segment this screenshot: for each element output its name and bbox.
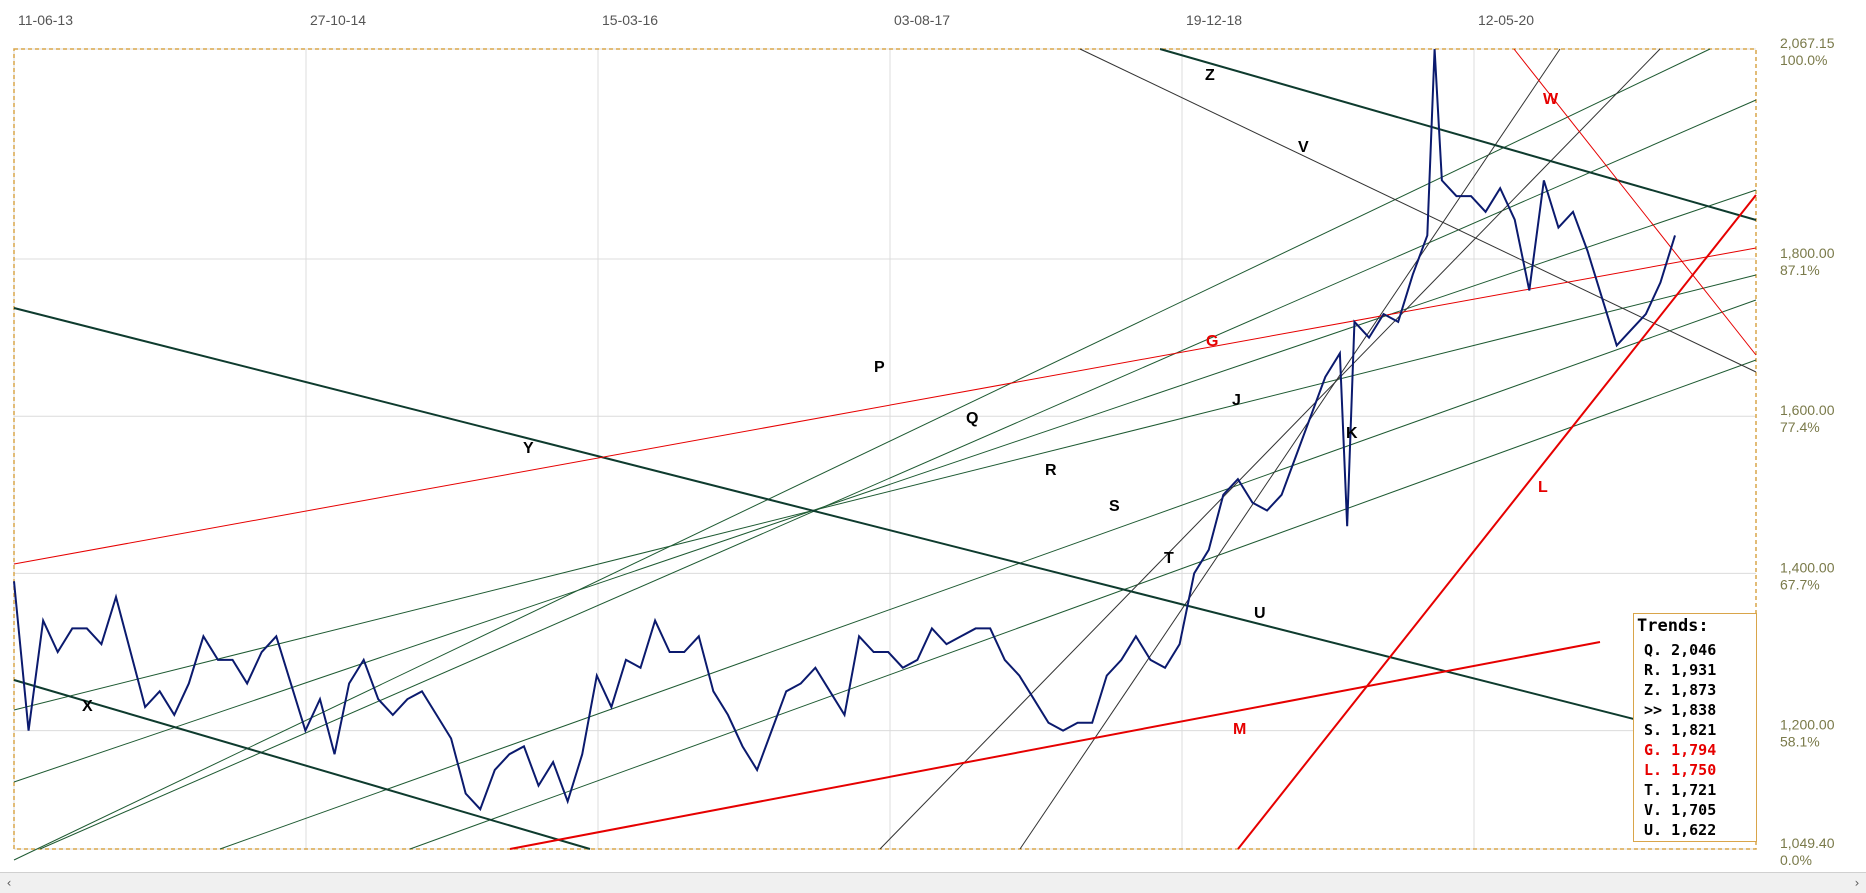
trend-line-z bbox=[1159, 48, 1757, 221]
trends-list: Q. 2,046 R. 1,931 Z. 1,873 >> 1,838 S. 1,821… bbox=[1634, 640, 1756, 840]
trend-line-w bbox=[1513, 48, 1757, 356]
y-price-label: 1,600.00 bbox=[1780, 402, 1835, 418]
trend-row: >> 1,838 bbox=[1644, 701, 1717, 719]
trend-label-y: Y bbox=[523, 440, 534, 457]
trend-row: Q. 2,046 bbox=[1644, 641, 1717, 659]
y-percent-label: 58.1% bbox=[1780, 734, 1820, 750]
y-percent-label: 87.1% bbox=[1780, 262, 1820, 278]
trend-row: R. 1,931 bbox=[1644, 661, 1717, 679]
chart-canvas: 11-06-13 27-10-14 15-03-16 03-08-17 19-12-18… bbox=[13, 12, 1835, 868]
trend-line-g bbox=[13, 247, 1757, 565]
grid bbox=[13, 48, 1756, 850]
trend-line-t bbox=[219, 299, 1757, 850]
trend-line-k bbox=[1019, 48, 1561, 850]
trend-label-u: U bbox=[1254, 605, 1266, 622]
x-tick-label: 19-12-18 bbox=[1186, 12, 1242, 28]
horizontal-scrollbar[interactable]: ‹ › bbox=[0, 872, 1866, 893]
y-percent-label: 0.0% bbox=[1780, 852, 1812, 868]
trend-label-x: X bbox=[82, 698, 93, 715]
price-line bbox=[13, 49, 1676, 812]
trend-line-s bbox=[13, 274, 1757, 711]
scroll-left-icon[interactable]: ‹ bbox=[6, 876, 12, 890]
trend-lines bbox=[13, 48, 1757, 861]
trend-row: S. 1,821 bbox=[1644, 721, 1717, 739]
y-price-label: 1,400.00 bbox=[1780, 559, 1835, 575]
trend-row: V. 1,705 bbox=[1644, 801, 1717, 819]
trend-label-r: R bbox=[1045, 462, 1057, 479]
trend-row: L. 1,750 bbox=[1644, 761, 1717, 779]
y-price-label: 1,049.40 bbox=[1780, 835, 1835, 851]
trend-label-p: P bbox=[874, 359, 885, 376]
trends-panel: Trends: Q. 2,046 R. 1,931 Z. 1,873 >> 1,838… bbox=[1633, 613, 1757, 842]
y-price-label: 1,800.00 bbox=[1780, 245, 1835, 261]
y-price-label: 2,067.15 bbox=[1780, 35, 1835, 51]
trend-line-j bbox=[879, 48, 1661, 850]
trend-line-p bbox=[13, 48, 1711, 861]
trend-row: G. 1,794 bbox=[1644, 741, 1717, 759]
trend-label-w: W bbox=[1543, 91, 1559, 108]
trend-row: Z. 1,873 bbox=[1644, 681, 1717, 699]
trend-row: U. 1,622 bbox=[1644, 821, 1717, 839]
x-tick-label: 15-03-16 bbox=[602, 12, 658, 28]
trend-label-s: S bbox=[1109, 498, 1120, 515]
price-series bbox=[13, 49, 1676, 812]
trends-title: Trends: bbox=[1637, 616, 1709, 636]
x-tick-label: 12-05-20 bbox=[1478, 12, 1534, 28]
y-percent-label: 77.4% bbox=[1780, 419, 1820, 435]
trend-label-m: M bbox=[1233, 721, 1246, 738]
trend-line-m bbox=[509, 641, 1601, 850]
trend-label-l: L bbox=[1538, 479, 1548, 496]
trend-row: T. 1,721 bbox=[1644, 781, 1717, 799]
trend-label-t: T bbox=[1164, 550, 1174, 567]
trend-line-r bbox=[13, 189, 1757, 783]
trend-line-l bbox=[1237, 194, 1757, 850]
scroll-right-icon[interactable]: › bbox=[1854, 876, 1860, 890]
trend-label-q: Q bbox=[966, 410, 978, 427]
trend-label-k: K bbox=[1346, 425, 1358, 442]
trend-line-labels: P Q R S T U J K V Z Y X G M L W bbox=[82, 67, 1559, 738]
trend-label-z: Z bbox=[1205, 67, 1215, 84]
y-percent-label: 100.0% bbox=[1780, 52, 1827, 68]
x-axis-labels: 11-06-13 27-10-14 15-03-16 03-08-17 19-12-18… bbox=[18, 12, 1534, 28]
x-tick-label: 27-10-14 bbox=[310, 12, 366, 28]
trend-label-j: J bbox=[1232, 392, 1241, 409]
y-price-label: 1,200.00 bbox=[1780, 717, 1835, 733]
x-tick-label: 11-06-13 bbox=[18, 12, 73, 28]
trend-label-g: G bbox=[1206, 333, 1218, 350]
y-percent-label: 67.7% bbox=[1780, 576, 1820, 592]
trend-line-u bbox=[409, 359, 1757, 850]
trend-line-q bbox=[39, 99, 1757, 850]
plot-frame bbox=[13, 48, 1757, 850]
trend-line-x bbox=[13, 679, 591, 850]
x-tick-label: 03-08-17 bbox=[894, 12, 950, 28]
trend-label-v: V bbox=[1298, 139, 1309, 156]
trend-line-y bbox=[13, 307, 1757, 751]
